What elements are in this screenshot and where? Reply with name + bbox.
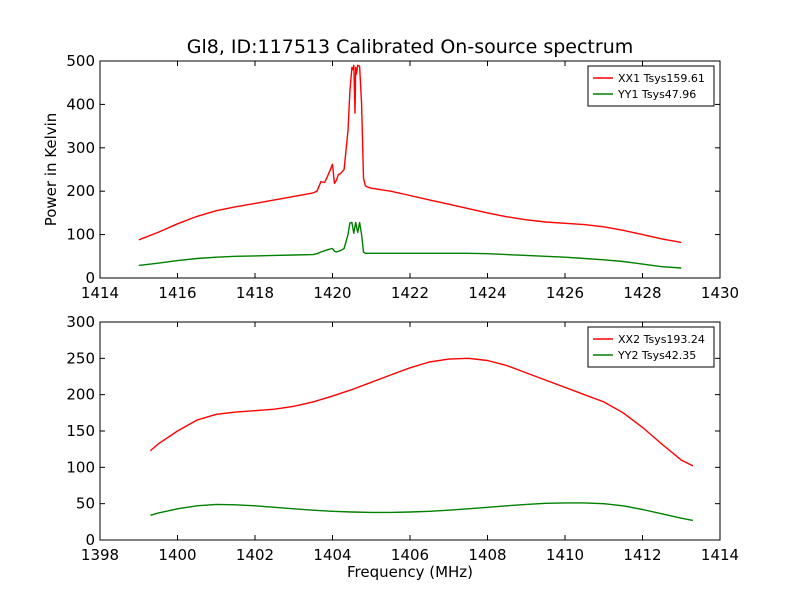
- x-tick-label: 1414: [701, 546, 739, 564]
- x-tick-label: 1430: [701, 284, 739, 302]
- y-tick-label: 50: [76, 495, 95, 513]
- x-tick-label: 1422: [391, 284, 429, 302]
- y-axis-label: Power in Kelvin: [42, 113, 60, 227]
- x-tick-label: 1412: [623, 546, 661, 564]
- x-tick-label: 1416: [158, 284, 196, 302]
- x-tick-label: 1424: [468, 284, 506, 302]
- legend-label-2: YY2 Tsys42.35: [617, 349, 696, 362]
- x-tick-label: 1398: [81, 546, 119, 564]
- legend: XX2 Tsys193.24 YY2 Tsys42.35: [587, 326, 715, 368]
- series-line-2: [138, 221, 682, 269]
- x-tick-label: 1400: [158, 546, 196, 564]
- y-tick-label: 500: [66, 52, 95, 70]
- y-tick-label: 250: [66, 349, 95, 367]
- x-tick-label: 1408: [468, 546, 506, 564]
- y-tick-label: 100: [66, 458, 95, 476]
- x-tick-label: 1406: [391, 546, 429, 564]
- series-line-2: [150, 502, 694, 522]
- series-line-1: [149, 357, 694, 467]
- x-tick-label: 1410: [546, 546, 584, 564]
- y-tick-label: 150: [66, 422, 95, 440]
- x-tick-label: 1402: [236, 546, 274, 564]
- legend-label-1: XX1 Tsys159.61: [618, 72, 705, 85]
- x-tick-label: 1426: [546, 284, 584, 302]
- y-tick-label: 300: [66, 313, 95, 331]
- y-tick-label: 200: [66, 386, 95, 404]
- chart-panel-1: 1414 1416 1418 1420 1422 1424 1426 1428 1430 0 100…: [42, 36, 739, 302]
- y-tick-label: 0: [85, 269, 95, 287]
- legend-box: [587, 326, 715, 368]
- x-axis-label: Frequency (MHz): [347, 563, 473, 581]
- y-tick-label: 400: [66, 95, 95, 113]
- chart-title: Gl8, ID:117513 Calibrated On-source spec…: [187, 36, 634, 58]
- y-tick-label: 0: [85, 531, 95, 549]
- x-tick-label: 1414: [81, 284, 119, 302]
- x-tick-label: 1418: [236, 284, 274, 302]
- legend-label-1: XX2 Tsys193.24: [618, 333, 705, 346]
- x-tick-label: 1420: [313, 284, 351, 302]
- x-tick-label: 1404: [313, 546, 351, 564]
- y-tick-label: 100: [66, 226, 95, 244]
- series-line-1: [138, 64, 682, 244]
- legend-label-2: YY1 Tsys47.96: [617, 88, 696, 101]
- chart-panel-2: 1398 1400 1402 1404 1406 1408 1410 1412 1414 0 50 1…: [66, 313, 739, 581]
- legend: XX1 Tsys159.61 YY1 Tsys47.96: [587, 65, 715, 107]
- y-tick-label: 200: [66, 182, 95, 200]
- legend-box: [587, 65, 715, 107]
- x-tick-label: 1428: [623, 284, 661, 302]
- y-tick-label: 300: [66, 139, 95, 157]
